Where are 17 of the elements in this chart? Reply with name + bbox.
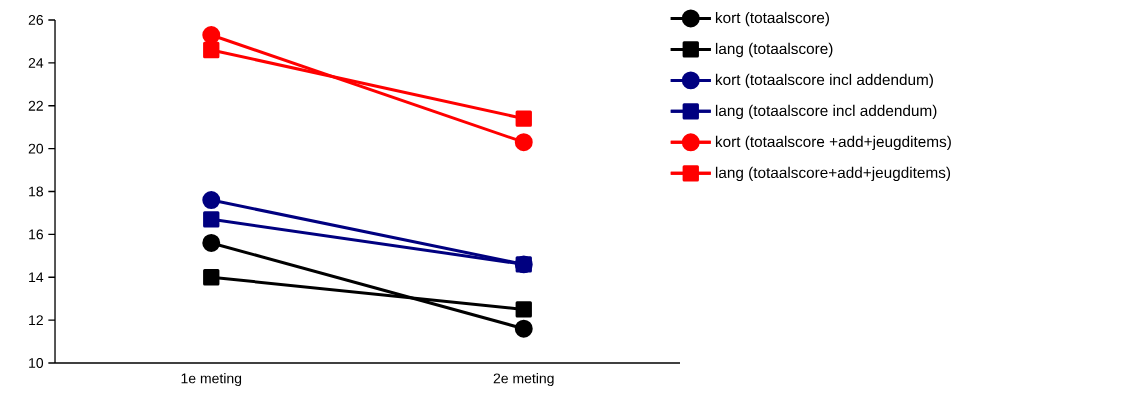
x-tick-label: 2e meting	[493, 373, 554, 387]
legend-label: kort (totaalscore +add+jeugditems)	[715, 135, 951, 151]
y-tick-label: 14	[29, 272, 44, 283]
legend-label: kort (totaalscore)	[715, 11, 829, 27]
legend-label: lang (totaalscore)	[715, 42, 833, 58]
legend-label: lang (totaalscore+add+jeugditems)	[715, 166, 951, 182]
legend-label: kort (totaalscore incl addendum)	[715, 73, 933, 89]
y-tick-label: 26	[28, 15, 44, 25]
y-tick-label: 12	[29, 315, 43, 325]
y-tick-label: 20	[28, 143, 44, 154]
y-tick-label: 24	[28, 57, 44, 68]
y-tick-label: 16	[29, 229, 44, 240]
y-tick-label: 10	[29, 358, 44, 368]
y-tick-label: 22	[28, 100, 43, 111]
x-tick-label: 1e meting	[181, 373, 242, 387]
y-tick-label: 18	[29, 186, 44, 197]
legend-label: lang (totaalscore incl addendum)	[715, 104, 937, 120]
